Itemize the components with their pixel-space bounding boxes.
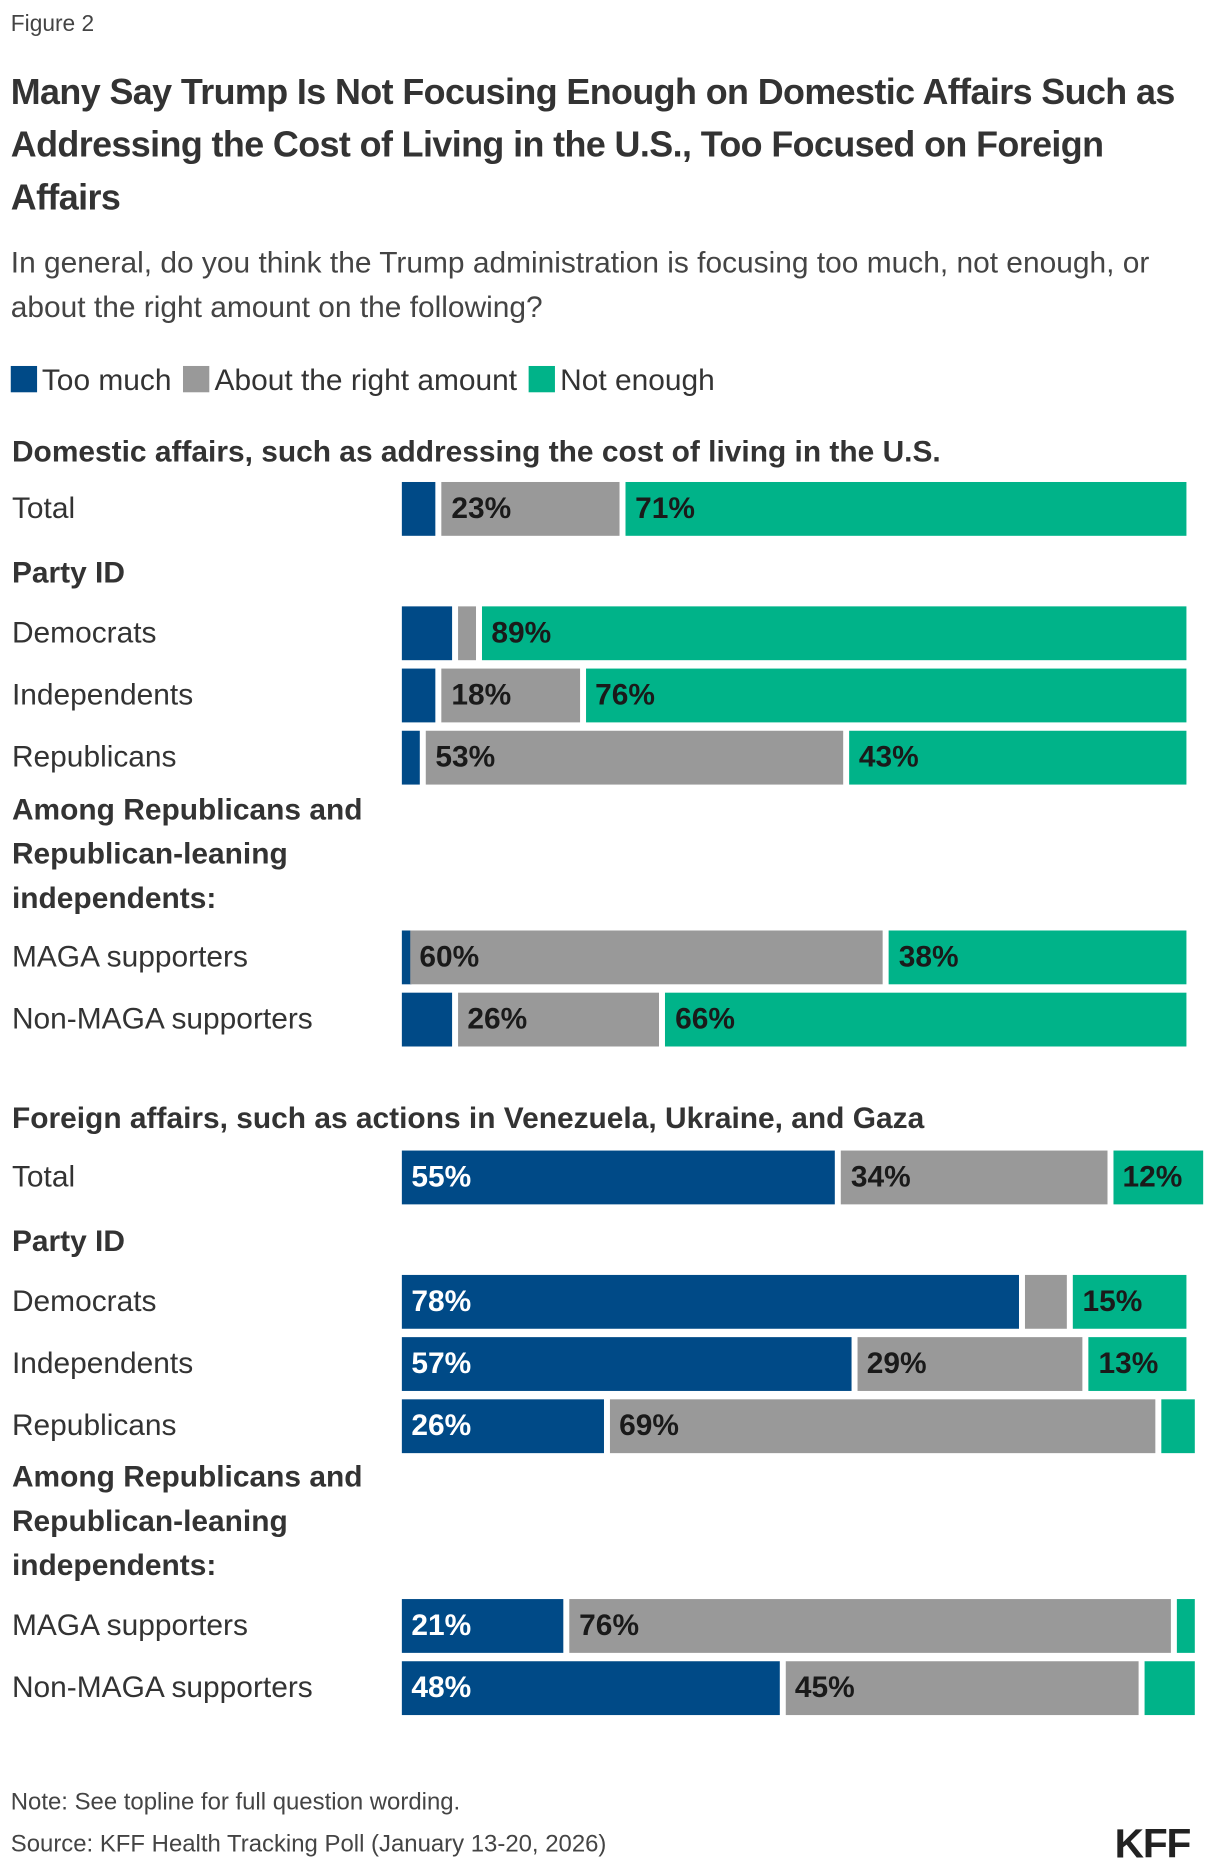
row-label: Republicans [11,1408,177,1443]
kff-logo: KFF [1114,1821,1192,1867]
row-label: MAGA supporters [11,1608,248,1643]
bar-segment-too-much: 55% [401,1150,836,1205]
legend-label: Not enough [560,363,715,398]
bar-segment-too-much: 48% [401,1661,780,1716]
bar-segment-too-much [401,730,420,785]
legend: Too much About the right amount Not enou… [10,363,715,399]
bar-segment-not-enough: 66% [665,992,1187,1047]
row-label: Republicans [11,740,177,774]
bar-segment-not-enough: 89% [481,606,1187,661]
row-label: Democrats [11,1284,157,1318]
row-label: MAGA supporters [11,940,248,974]
chart-title: Many Say Trump Is Not Focusing Enough on… [10,72,1176,218]
row-label: Independents [11,678,194,712]
legend-label: Too much [41,363,172,398]
bar-segment-too-much [401,930,412,985]
bar-segment-not-enough: 71% [625,481,1187,536]
panel-header: Domestic affairs, such as addressing the… [11,435,941,469]
bar-segment-not-enough: 38% [889,930,1187,985]
bar-segment-about-right: 34% [841,1150,1107,1205]
group-header: Party ID [11,556,125,590]
bar-segment-too-much: 26% [401,1399,604,1454]
legend-item-not-enough: Not enough [529,364,715,399]
bar-segment-too-much: 57% [401,1337,852,1391]
group-header: Among Republicans and Republican-leaning… [11,1460,363,1583]
bar-segment-about-right: 45% [785,1661,1139,1716]
bar-segment-too-much: 78% [401,1274,1020,1329]
row-label: Non-MAGA supporters [11,1670,313,1705]
bar-segment-about-right: 26% [457,992,660,1047]
legend-swatch [10,365,38,393]
row-label: Non-MAGA supporters [11,1002,313,1036]
legend-item-about-right: About the right amount [183,364,517,399]
row-label: Independents [11,1346,194,1381]
bar-segment-not-enough: 76% [585,668,1187,723]
legend-label: About the right amount [214,363,518,398]
row-label: Democrats [11,615,157,650]
group-header: Among Republicans and Republican-leaning… [11,792,363,915]
bar-segment-about-right: 53% [425,730,844,785]
chart-subtitle: In general, do you think the Trump admin… [10,246,1150,325]
legend-item-too-much: Too much [10,363,172,399]
bar-segment-not-enough [1144,1661,1195,1716]
bar-segment-too-much: 21% [401,1599,564,1653]
legend-swatch [183,365,210,393]
bar-segment-about-right: 69% [609,1399,1155,1454]
bar-segment-about-right [1025,1274,1067,1329]
bar-segment-too-much [401,668,436,723]
row-label: Total [11,1160,76,1194]
source: Source: KFF Health Tracking Poll (Januar… [10,1831,607,1858]
bar-segment-not-enough: 43% [849,730,1187,785]
note: Note: See topline for full question word… [10,1789,461,1816]
bar-segment-too-much [401,992,452,1047]
bar-segment-too-much [401,606,452,661]
bar-segment-about-right: 18% [441,668,580,723]
panel-header: Foreign affairs, such as actions in Vene… [11,1101,925,1136]
bar-segment-about-right: 60% [409,930,884,985]
bar-segment-about-right: 23% [441,481,620,536]
bar-segment-too-much [401,481,436,536]
group-header: Party ID [11,1224,125,1259]
figure-label: Figure 2 [10,11,95,38]
bar-segment-about-right: 76% [569,1599,1171,1653]
bar-segment-not-enough: 13% [1088,1337,1187,1391]
bar-segment-not-enough: 12% [1112,1150,1203,1205]
bar-segment-not-enough: 15% [1072,1274,1187,1329]
legend-swatch [529,365,556,393]
bar-segment-about-right: 29% [857,1337,1083,1391]
bar-segment-not-enough [1160,1399,1195,1454]
bar-segment-about-right [457,606,476,661]
bar-segment-not-enough [1176,1599,1195,1653]
row-label: Total [11,491,76,526]
